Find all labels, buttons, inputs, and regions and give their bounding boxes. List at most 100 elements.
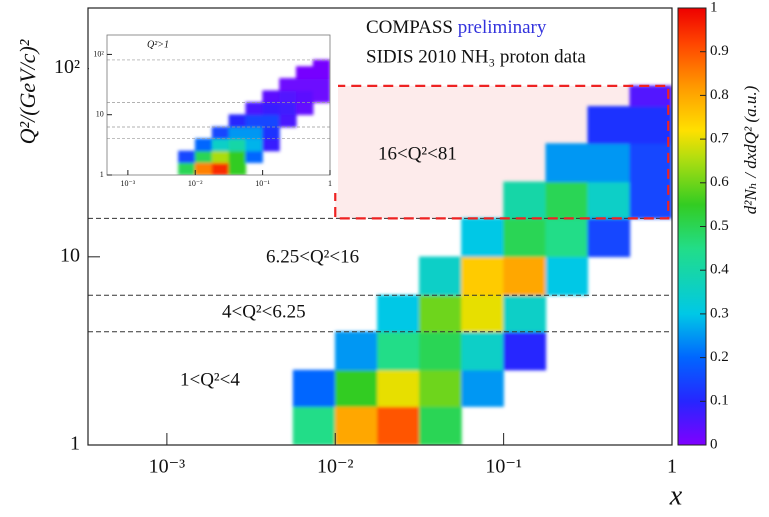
heatmap-cell	[279, 102, 297, 116]
x-tick-label: 1	[667, 456, 677, 478]
x-axis-label: x	[669, 480, 683, 511]
heatmap-cell	[245, 150, 263, 163]
heatmap-cell	[419, 331, 462, 371]
heatmap-cell	[503, 218, 547, 258]
heatmap-cell	[262, 90, 280, 103]
heatmap-cell	[279, 90, 297, 103]
y-tick-label: 10	[60, 244, 80, 266]
heatmap	[178, 59, 330, 175]
heatmap-cell	[545, 181, 589, 219]
inset-annotation: Q²>1	[147, 39, 169, 50]
heatmap-cell	[377, 294, 420, 333]
title-tag: preliminary	[458, 17, 547, 38]
heatmap-cell	[419, 256, 462, 296]
heatmap-cell	[587, 181, 631, 219]
chart-subtitle: SIDIS 2010 NH₃ proton data	[366, 46, 586, 67]
y-tick-label: 10	[96, 110, 104, 119]
heatmap-cell	[461, 331, 504, 371]
chart-title: COMPASS preliminary	[366, 17, 547, 38]
x-tick-label: 10⁻³	[149, 456, 186, 478]
colorbar-tick-label: 0.4	[710, 262, 729, 278]
heatmap-cell	[545, 256, 589, 296]
colorbar-tick-label: 1	[710, 0, 718, 15]
heatmap-cell	[629, 106, 672, 144]
heatmap-cell	[228, 150, 247, 163]
colorbar-tick-label: 0	[710, 436, 718, 452]
heatmap-cell	[228, 114, 247, 128]
heatmap-cell	[461, 369, 504, 407]
heatmap-cell	[279, 78, 297, 92]
heatmap-cell	[292, 369, 336, 407]
region-label: 4<Q²<6.25	[222, 301, 306, 322]
heatmap-cell	[245, 138, 263, 152]
x-tick-label: 10⁻¹	[255, 179, 270, 188]
heatmap-cell	[419, 406, 462, 445]
x-tick-label: 10⁻²	[317, 456, 354, 478]
colorbar-tick-label: 0.2	[710, 349, 729, 365]
region-label: 1<Q²<4	[180, 369, 240, 390]
heatmap-cell	[292, 406, 336, 445]
heatmap-cell	[312, 66, 330, 79]
heatmap-cell	[178, 150, 196, 163]
heatmap-cell	[262, 126, 280, 140]
heatmap-cell	[262, 114, 280, 128]
heatmap-cell	[377, 406, 420, 445]
heatmap-cell	[194, 162, 213, 175]
title-main: COMPASS	[366, 17, 453, 38]
region-label: 6.25<Q²<16	[266, 246, 359, 267]
heatmap-cell	[545, 143, 589, 183]
heatmap-cell	[211, 138, 230, 152]
heatmap-cell	[211, 126, 230, 140]
frame	[106, 34, 331, 176]
x-tick-label: 10⁻²	[188, 179, 203, 188]
heatmap-cell	[377, 331, 420, 371]
x-tick-label: 10⁻³	[121, 179, 136, 188]
heatmap-cell	[629, 143, 672, 183]
y-tick-label: 1	[100, 170, 104, 179]
heatmap-cell	[461, 256, 504, 296]
heatmap-cell	[334, 406, 378, 445]
heatmap-cell	[194, 150, 213, 163]
colorbar-tick-label: 0.6	[710, 174, 729, 190]
heatmap-cell	[503, 181, 547, 219]
heatmap-cell	[295, 78, 314, 92]
heatmap-cell	[228, 138, 247, 152]
heatmap-cell	[334, 369, 378, 407]
heatmap-cell	[262, 138, 280, 152]
heatmap-cell	[295, 90, 314, 103]
colorbar-tick-label: 0.7	[710, 131, 729, 147]
heatmap-cell	[211, 150, 230, 163]
heatmap-cell	[545, 218, 589, 258]
y-tick-label: 10²	[54, 56, 80, 78]
heatmap-cell	[228, 126, 247, 140]
colorbar-tick-label: 0.3	[710, 305, 729, 321]
y-axis-label: Q²/(GeV/c)²	[15, 39, 40, 144]
heatmap-cell	[587, 106, 631, 144]
heatmap-cell	[587, 143, 631, 183]
heatmap-cell	[503, 294, 547, 333]
heatmap-cell	[503, 256, 547, 296]
y-tick-label: 10²	[93, 49, 104, 58]
region-label: 16<Q²<81	[378, 143, 457, 164]
heatmap-cell	[245, 102, 263, 116]
y-tick-label: 1	[70, 433, 80, 455]
heatmap-cell	[587, 218, 631, 258]
heatmap-cell	[312, 90, 330, 103]
colorbar-tick-label: 0.1	[710, 393, 729, 409]
heatmap-cell	[419, 369, 462, 407]
heatmap-cell	[245, 114, 263, 128]
heatmap-cell	[194, 138, 213, 152]
colorbar-tick-label: 0.8	[710, 87, 729, 103]
colorbar-tick-label: 0.5	[710, 218, 729, 234]
heatmap-cell	[461, 218, 504, 258]
heatmap-cell	[262, 102, 280, 116]
frame	[87, 7, 673, 446]
heatmap-cell	[334, 331, 378, 371]
heatmap	[292, 85, 672, 445]
heatmap-cell	[295, 66, 314, 79]
heatmap-cell	[228, 162, 247, 175]
colorbar-label: d²Nₕ / dxdQ² (a.u.)	[741, 85, 760, 214]
heatmap-cell	[629, 85, 672, 107]
x-tick-label: 10⁻¹	[485, 456, 522, 478]
